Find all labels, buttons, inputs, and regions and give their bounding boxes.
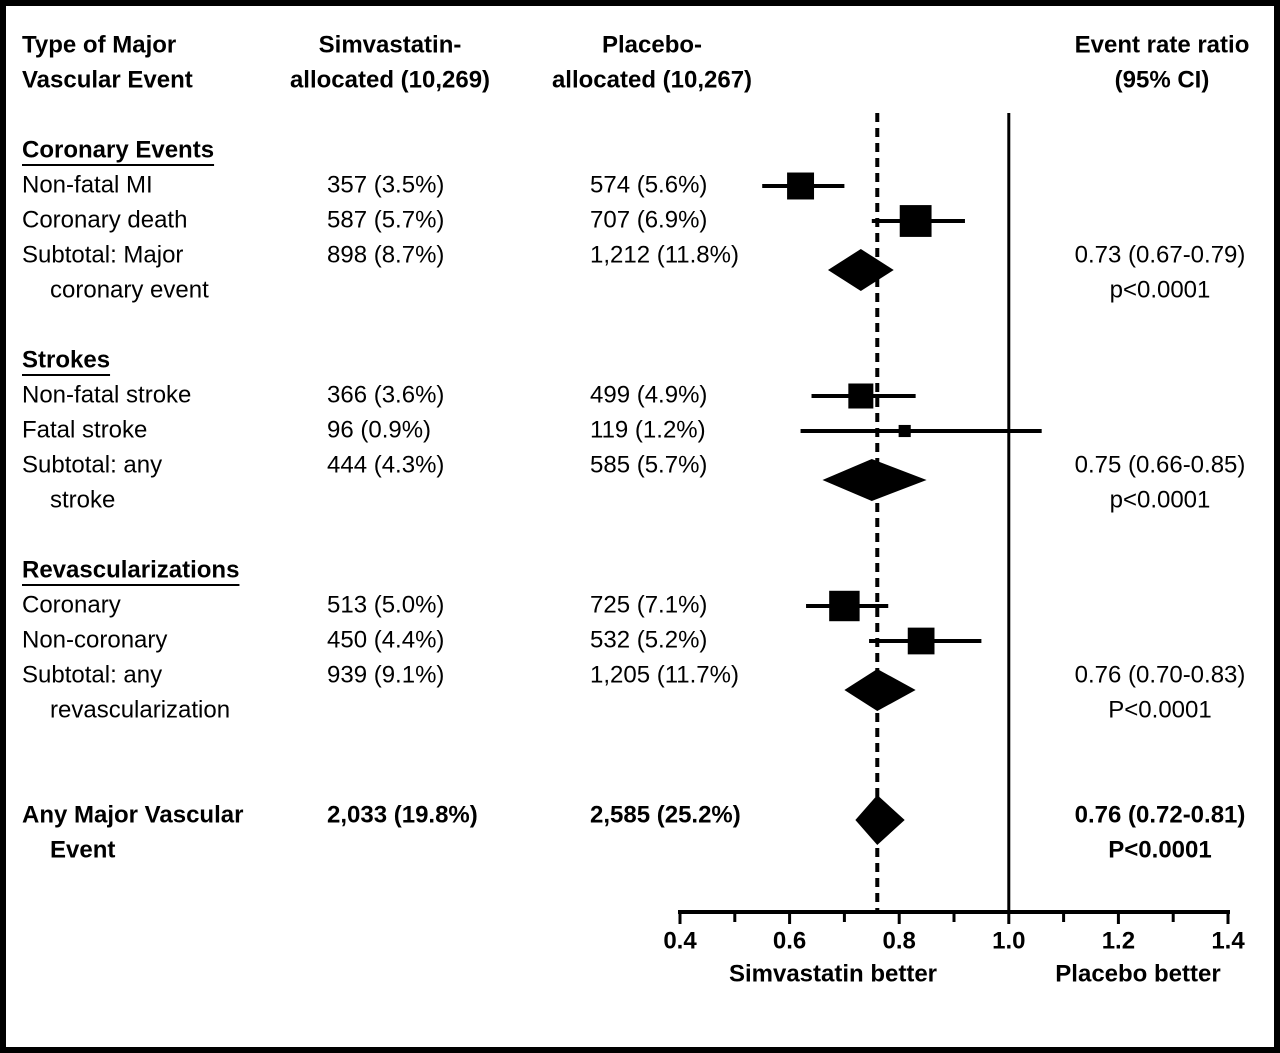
x-tick-label: 0.4	[663, 927, 697, 954]
row-label: stroke	[50, 486, 115, 513]
p-value: P<0.0001	[1108, 836, 1211, 863]
p-value: p<0.0001	[1110, 276, 1211, 303]
x-axis-label: Simvastatin better	[729, 960, 937, 987]
ratio-label: 0.76 (0.70-0.83)	[1075, 661, 1246, 688]
ratio-label: 0.75 (0.66-0.85)	[1075, 451, 1246, 478]
estimate-square	[787, 172, 815, 200]
simvastatin-count: 444 (4.3%)	[327, 451, 444, 478]
placebo-count: 532 (5.2%)	[590, 626, 707, 653]
placebo-count: 499 (4.9%)	[590, 381, 707, 408]
row-label: Coronary death	[22, 206, 187, 233]
simvastatin-count: 939 (9.1%)	[327, 661, 444, 688]
row-label: Non-fatal stroke	[22, 381, 191, 408]
simvastatin-count: 2,033 (19.8%)	[327, 801, 478, 828]
simvastatin-count: 587 (5.7%)	[327, 206, 444, 233]
row-label: Coronary	[22, 591, 121, 618]
simvastatin-count: 513 (5.0%)	[327, 591, 444, 618]
x-tick-label: 1.0	[992, 927, 1025, 954]
column-header: Type of Major	[22, 31, 176, 58]
row-label: Non-fatal MI	[22, 171, 153, 198]
summary-diamond	[827, 249, 894, 291]
column-header: Event rate ratio	[1075, 31, 1250, 58]
p-value: P<0.0001	[1108, 696, 1211, 723]
row-label: revascularization	[50, 696, 230, 723]
estimate-square	[899, 205, 932, 237]
column-header: (95% CI)	[1115, 66, 1210, 93]
row-label: Event	[50, 836, 115, 863]
row-label: Non-coronary	[22, 626, 167, 653]
estimate-square	[848, 383, 874, 409]
summary-diamond	[844, 669, 916, 711]
simvastatin-count: 366 (3.6%)	[327, 381, 444, 408]
placebo-count: 707 (6.9%)	[590, 206, 707, 233]
section-title: Revascularizations	[22, 556, 239, 583]
summary-diamond	[822, 459, 927, 501]
row-label: Fatal stroke	[22, 416, 147, 443]
column-header: Vascular Event	[22, 66, 193, 93]
column-header: allocated (10,269)	[290, 66, 490, 93]
estimate-square	[829, 590, 860, 622]
section-title: Coronary Events	[22, 136, 214, 163]
x-tick-label: 0.8	[883, 927, 916, 954]
summary-diamond	[855, 795, 905, 845]
column-header: allocated (10,267)	[552, 66, 752, 93]
simvastatin-count: 898 (8.7%)	[327, 241, 444, 268]
placebo-count: 1,205 (11.7%)	[590, 661, 739, 688]
placebo-count: 119 (1.2%)	[590, 416, 706, 443]
placebo-count: 585 (5.7%)	[590, 451, 707, 478]
placebo-count: 725 (7.1%)	[590, 591, 707, 618]
placebo-count: 2,585 (25.2%)	[590, 801, 741, 828]
ratio-label: 0.76 (0.72-0.81)	[1075, 801, 1246, 828]
ratio-label: 0.73 (0.67-0.79)	[1075, 241, 1246, 268]
row-label: Subtotal: any	[22, 451, 162, 478]
simvastatin-count: 96 (0.9%)	[327, 416, 431, 443]
x-tick-label: 1.4	[1211, 927, 1245, 954]
simvastatin-count: 450 (4.4%)	[327, 626, 444, 653]
section-title: Strokes	[22, 346, 110, 373]
x-tick-label: 1.2	[1102, 927, 1135, 954]
row-label: Any Major Vascular	[22, 801, 243, 828]
simvastatin-count: 357 (3.5%)	[327, 171, 444, 198]
placebo-count: 1,212 (11.8%)	[590, 241, 739, 268]
estimate-square	[907, 627, 935, 655]
x-axis-label: Placebo better	[1055, 960, 1220, 987]
row-label: Subtotal: Major	[22, 241, 183, 268]
row-label: coronary event	[50, 276, 209, 303]
column-header: Placebo-	[602, 31, 702, 58]
column-header: Simvastatin-	[319, 31, 462, 58]
estimate-square	[898, 424, 911, 438]
row-label: Subtotal: any	[22, 661, 162, 688]
x-tick-label: 0.6	[773, 927, 806, 954]
p-value: p<0.0001	[1110, 486, 1211, 513]
placebo-count: 574 (5.6%)	[590, 171, 707, 198]
